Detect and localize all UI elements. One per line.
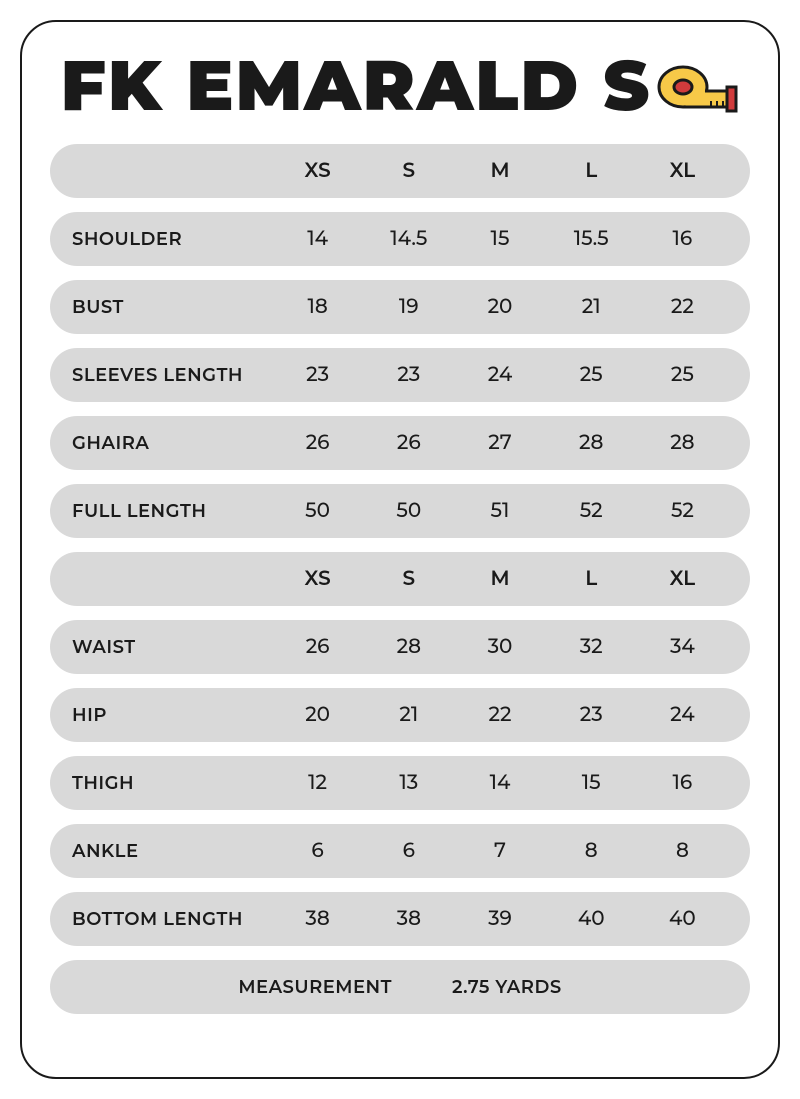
cell: 28 xyxy=(546,431,637,455)
cell: 24 xyxy=(454,363,545,387)
size-col-s: S xyxy=(363,159,454,183)
size-header-row: XS S M L XL xyxy=(50,144,750,198)
table-row: THIGH 12 13 14 15 16 xyxy=(50,756,750,810)
cell: 18 xyxy=(272,295,363,319)
cell: 24 xyxy=(637,703,728,727)
cell: 27 xyxy=(454,431,545,455)
cell: 8 xyxy=(546,839,637,863)
cell: 28 xyxy=(363,635,454,659)
cell: 30 xyxy=(454,635,545,659)
cell: 8 xyxy=(637,839,728,863)
cell: 40 xyxy=(546,907,637,931)
cell: 15.5 xyxy=(546,227,637,251)
cell: 12 xyxy=(272,771,363,795)
size-col-xs: XS xyxy=(272,159,363,183)
table-row: SLEEVES LENGTH 23 23 24 25 25 xyxy=(50,348,750,402)
cell: 38 xyxy=(363,907,454,931)
cell: 51 xyxy=(454,499,545,523)
footer-label: MEASUREMENT xyxy=(238,976,392,998)
row-label: SLEEVES LENGTH xyxy=(72,364,272,386)
cell: 16 xyxy=(637,227,728,251)
footer-value: 2.75 YARDS xyxy=(452,976,562,998)
table-row: SHOULDER 14 14.5 15 15.5 16 xyxy=(50,212,750,266)
cell: 14 xyxy=(454,771,545,795)
cell: 6 xyxy=(272,839,363,863)
page-title: FK EMARALD S xyxy=(61,42,652,128)
cell: 22 xyxy=(454,703,545,727)
row-label: SHOULDER xyxy=(72,228,272,250)
cell: 15 xyxy=(454,227,545,251)
cell: 23 xyxy=(546,703,637,727)
table-row: FULL LENGTH 50 50 51 52 52 xyxy=(50,484,750,538)
cell: 50 xyxy=(272,499,363,523)
cell: 15 xyxy=(546,771,637,795)
table-row: GHAIRA 26 26 27 28 28 xyxy=(50,416,750,470)
size-col-xl: XL xyxy=(637,567,728,591)
cell: 52 xyxy=(546,499,637,523)
cell: 39 xyxy=(454,907,545,931)
cell: 50 xyxy=(363,499,454,523)
cell: 20 xyxy=(272,703,363,727)
measurement-footer: MEASUREMENT 2.75 YARDS xyxy=(50,960,750,1014)
table-row: ANKLE 6 6 7 8 8 xyxy=(50,824,750,878)
size-col-s: S xyxy=(363,567,454,591)
row-label: BUST xyxy=(72,296,272,318)
row-label: WAIST xyxy=(72,636,272,658)
cell: 40 xyxy=(637,907,728,931)
cell: 25 xyxy=(546,363,637,387)
size-col-l: L xyxy=(546,159,637,183)
cell: 26 xyxy=(272,635,363,659)
cell: 32 xyxy=(546,635,637,659)
cell: 38 xyxy=(272,907,363,931)
cell: 6 xyxy=(363,839,454,863)
size-chart-card: FK EMARALD S XS S M L XL SHOULDER 14 14.… xyxy=(20,20,780,1079)
cell: 26 xyxy=(272,431,363,455)
cell: 34 xyxy=(637,635,728,659)
cell: 22 xyxy=(637,295,728,319)
table-row: HIP 20 21 22 23 24 xyxy=(50,688,750,742)
cell: 28 xyxy=(637,431,728,455)
table-row: WAIST 26 28 30 32 34 xyxy=(50,620,750,674)
cell: 20 xyxy=(454,295,545,319)
measuring-tape-icon xyxy=(657,57,739,113)
title-row: FK EMARALD S xyxy=(50,42,750,128)
cell: 25 xyxy=(637,363,728,387)
cell: 13 xyxy=(363,771,454,795)
table-row: BOTTOM LENGTH 38 38 39 40 40 xyxy=(50,892,750,946)
cell: 14 xyxy=(272,227,363,251)
row-label: GHAIRA xyxy=(72,432,272,454)
size-col-m: M xyxy=(454,159,545,183)
table-row: BUST 18 19 20 21 22 xyxy=(50,280,750,334)
size-header-row: XS S M L XL xyxy=(50,552,750,606)
size-col-l: L xyxy=(546,567,637,591)
cell: 52 xyxy=(637,499,728,523)
cell: 14.5 xyxy=(363,227,454,251)
row-label: THIGH xyxy=(72,772,272,794)
cell: 21 xyxy=(363,703,454,727)
row-label: BOTTOM LENGTH xyxy=(72,908,272,930)
cell: 16 xyxy=(637,771,728,795)
size-col-xs: XS xyxy=(272,567,363,591)
cell: 23 xyxy=(272,363,363,387)
cell: 23 xyxy=(363,363,454,387)
cell: 26 xyxy=(363,431,454,455)
row-label: FULL LENGTH xyxy=(72,500,272,522)
cell: 7 xyxy=(454,839,545,863)
cell: 19 xyxy=(363,295,454,319)
row-label: ANKLE xyxy=(72,840,272,862)
cell: 21 xyxy=(546,295,637,319)
row-label: HIP xyxy=(72,704,272,726)
size-col-m: M xyxy=(454,567,545,591)
size-col-xl: XL xyxy=(637,159,728,183)
